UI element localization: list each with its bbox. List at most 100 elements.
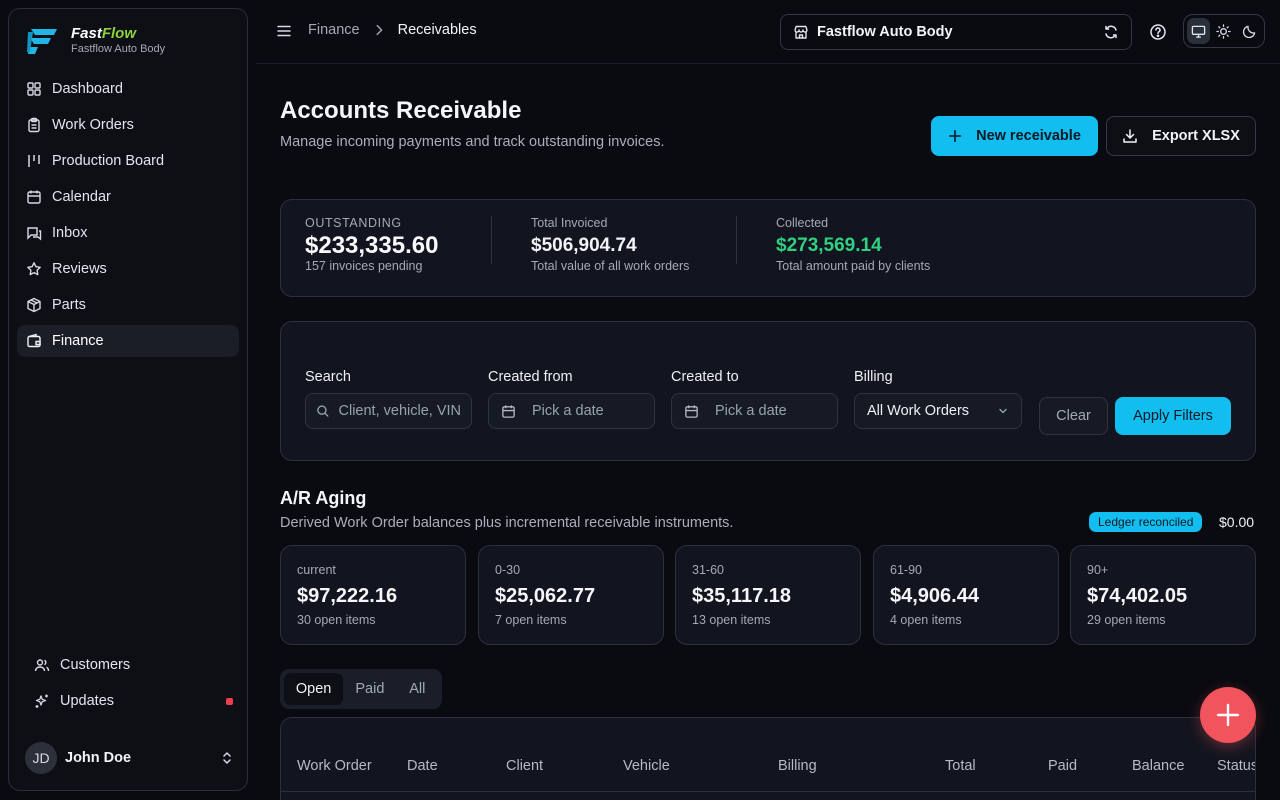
aging-bucket-31-60[interactable]: 31-60 $35,117.18 13 open items: [675, 545, 861, 645]
tab-open[interactable]: Open: [284, 673, 344, 705]
sidebar-item-customers[interactable]: Customers: [25, 649, 235, 681]
sidebar-item-reviews[interactable]: Reviews: [17, 253, 239, 285]
sidebar-item-label: Finance: [52, 333, 104, 349]
menu-icon[interactable]: [276, 23, 292, 39]
bucket-note: 29 open items: [1087, 613, 1166, 627]
table-header-divider: [281, 791, 1255, 792]
floating-add-button[interactable]: [1200, 687, 1256, 743]
notification-dot: [226, 697, 233, 705]
clear-filters-button[interactable]: Clear: [1039, 397, 1108, 435]
chevron-down-icon: [999, 408, 1007, 414]
bucket-value: $35,117.18: [692, 585, 791, 607]
column-header-client[interactable]: Client: [506, 758, 544, 774]
theme-dark-button[interactable]: [1238, 18, 1261, 44]
help-icon[interactable]: [1149, 23, 1167, 41]
fastflow-logo-icon: [27, 28, 57, 54]
page-subtitle: Manage incoming payments and track outst…: [280, 134, 665, 150]
bucket-label: 90+: [1087, 563, 1109, 577]
clipboard-icon: [28, 117, 40, 133]
search-placeholder: Client, vehicle, VIN: [338, 403, 462, 419]
sidebar-item-production-board[interactable]: Production Board: [17, 145, 239, 177]
column-header-work-order[interactable]: Work Order: [297, 758, 372, 774]
tab-paid[interactable]: Paid: [355, 681, 385, 697]
chevron-right-icon: [376, 24, 382, 36]
sidebar-item-label: Parts: [52, 297, 86, 313]
created-from-date-picker[interactable]: Pick a date: [488, 393, 655, 429]
aging-title: A/R Aging: [280, 488, 367, 508]
search-icon: [317, 405, 329, 417]
bucket-value: $74,402.05: [1087, 585, 1188, 607]
column-header-vehicle[interactable]: Vehicle: [623, 758, 670, 774]
sidebar-item-label: Dashboard: [52, 81, 123, 97]
sidebar-item-label: Customers: [60, 657, 131, 673]
brand-subtitle: Fastflow Auto Body: [71, 43, 166, 55]
bucket-label: current: [297, 563, 336, 577]
theme-light-button[interactable]: [1212, 18, 1235, 44]
export-xlsx-label: Export XLSX: [1152, 128, 1240, 144]
sidebar-nav: Dashboard Work Orders Production Board C…: [17, 73, 239, 361]
column-header-balance[interactable]: Balance: [1132, 758, 1185, 774]
new-receivable-button[interactable]: New receivable: [931, 116, 1098, 156]
bucket-note: 7 open items: [495, 613, 567, 627]
grid-icon: [27, 82, 41, 96]
aging-subtitle: Derived Work Order balances plus increme…: [280, 515, 734, 531]
breadcrumb-finance[interactable]: Finance: [308, 22, 360, 38]
calendar-icon: [685, 404, 698, 418]
created-to-date-picker[interactable]: Pick a date: [671, 393, 838, 429]
tab-all[interactable]: All: [409, 681, 426, 697]
sidebar-item-dashboard[interactable]: Dashboard: [17, 73, 239, 105]
brand-name: FastFlow: [71, 25, 137, 42]
filters-card: Search Client, vehicle, VIN Created from…: [280, 321, 1256, 461]
refresh-icon[interactable]: [1103, 24, 1119, 40]
breadcrumb: Finance Receivables: [308, 22, 477, 38]
stat-collected: Collected $273,569.14 Total amount paid …: [776, 216, 930, 273]
wallet-icon: [27, 333, 41, 348]
breadcrumb-receivables: Receivables: [397, 22, 477, 38]
aging-bucket-90-plus[interactable]: 90+ $74,402.05 29 open items: [1070, 545, 1256, 645]
moon-icon: [1242, 25, 1256, 38]
avatar: JD: [25, 742, 57, 774]
sparkles-icon: [35, 694, 48, 708]
search-input[interactable]: Client, vehicle, VIN: [305, 393, 472, 429]
aging-bucket-0-30[interactable]: 0-30 $25,062.77 7 open items: [478, 545, 664, 645]
created-from-label: Created from: [488, 369, 573, 385]
column-header-paid[interactable]: Paid: [1048, 758, 1078, 774]
user-menu[interactable]: JD John Doe: [25, 742, 235, 774]
export-xlsx-button[interactable]: Export XLSX: [1106, 116, 1256, 156]
billing-label: Billing: [854, 369, 893, 385]
column-header-billing[interactable]: Billing: [778, 758, 817, 774]
brand[interactable]: FastFlow Fastflow Auto Body: [25, 25, 165, 56]
column-header-date[interactable]: Date: [407, 758, 438, 774]
bucket-value: $97,222.16: [297, 585, 398, 607]
calendar-icon: [502, 404, 515, 418]
sidebar-item-parts[interactable]: Parts: [17, 289, 239, 321]
package-icon: [27, 297, 41, 313]
kanban-icon: [28, 155, 40, 167]
monitor-icon: [1191, 25, 1206, 38]
bucket-note: 13 open items: [692, 613, 771, 627]
billing-selected-value: All Work Orders: [867, 403, 970, 419]
new-receivable-label: New receivable: [976, 128, 1081, 144]
theme-system-button[interactable]: [1187, 18, 1211, 44]
bucket-label: 31-60: [692, 563, 724, 577]
topbar: Finance Receivables Fastflow Auto Body: [256, 0, 1280, 64]
stat-value: $233,335.60: [305, 232, 439, 259]
divider: [491, 216, 492, 264]
column-header-total[interactable]: Total: [945, 758, 976, 774]
sidebar-item-work-orders[interactable]: Work Orders: [17, 109, 239, 141]
apply-filters-button[interactable]: Apply Filters: [1115, 397, 1231, 435]
sidebar-item-label: Reviews: [52, 261, 107, 277]
sidebar-item-calendar[interactable]: Calendar: [17, 181, 239, 213]
sidebar-item-finance[interactable]: Finance: [17, 325, 239, 357]
stat-label: Total Invoiced: [531, 216, 608, 230]
column-header-status[interactable]: Status: [1217, 758, 1256, 774]
sidebar-item-updates[interactable]: Updates: [25, 685, 235, 717]
sidebar-item-inbox[interactable]: Inbox: [17, 217, 239, 249]
plus-icon: [1216, 703, 1240, 727]
shop-selector[interactable]: Fastflow Auto Body: [780, 14, 1132, 50]
aging-bucket-61-90[interactable]: 61-90 $4,906.44 4 open items: [873, 545, 1059, 645]
aging-bucket-current[interactable]: current $97,222.16 30 open items: [280, 545, 466, 645]
ledger-reconciled-badge: Ledger reconciled: [1089, 512, 1203, 532]
billing-select[interactable]: All Work Orders: [854, 393, 1022, 429]
created-to-placeholder: Pick a date: [715, 403, 787, 419]
